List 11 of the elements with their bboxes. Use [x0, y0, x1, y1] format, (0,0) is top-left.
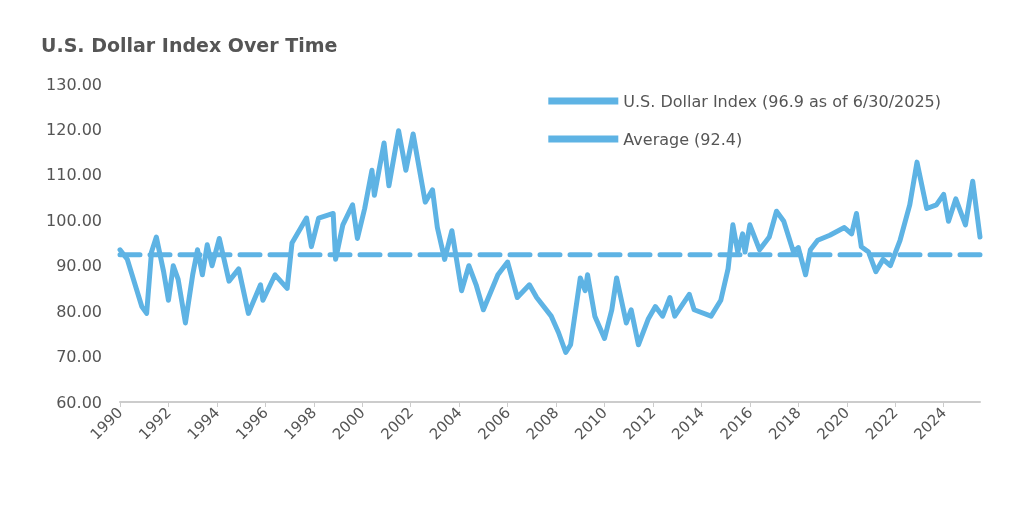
legend-label: Average (92.4): [623, 129, 743, 149]
chart-title: U.S. Dollar Index Over Time: [41, 33, 338, 56]
y-tick-label: 120.00: [46, 119, 102, 139]
y-tick-label: 100.00: [46, 210, 102, 230]
y-tick-label: 90.00: [56, 256, 102, 276]
legend-label: U.S. Dollar Index (96.9 as of 6/30/2025): [623, 91, 942, 111]
y-tick-label: 130.00: [46, 74, 102, 94]
y-tick-label: 60.00: [56, 392, 102, 412]
y-tick-label: 110.00: [46, 165, 102, 185]
y-tick-label: 70.00: [56, 347, 102, 367]
y-tick-label: 80.00: [56, 301, 102, 321]
